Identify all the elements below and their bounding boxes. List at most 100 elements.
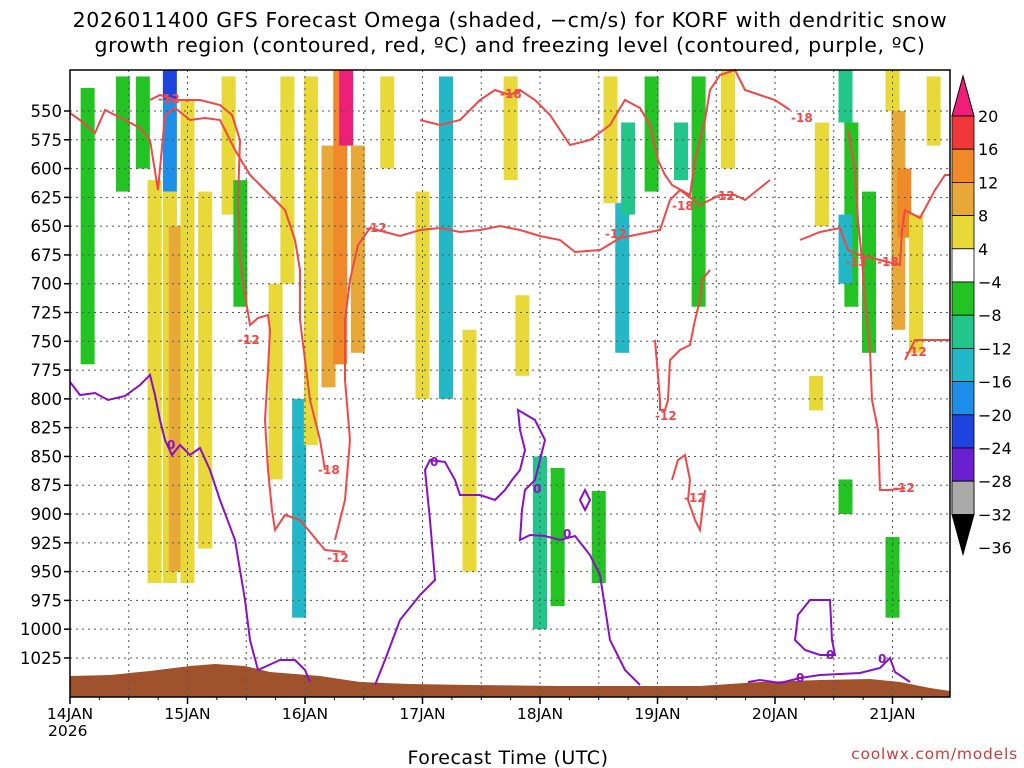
omega-shade-2 <box>135 76 150 169</box>
y-tick-label: 950 <box>31 563 63 582</box>
contour-label: -13 <box>845 255 867 269</box>
colorbar-tick-label: −32 <box>978 505 1012 524</box>
dendritic-contours <box>69 68 950 553</box>
freezing-level-contours <box>69 373 911 686</box>
x-tick-label: 14JAN <box>47 705 93 723</box>
colorbar-tick-label: −24 <box>978 439 1012 458</box>
omega-shade-46 <box>885 537 900 618</box>
contour-label: -18 <box>791 111 813 125</box>
contour-label: -18 <box>318 463 340 477</box>
dendritic-contour-upper <box>69 106 326 471</box>
x-tick-label: 16JAN <box>282 705 328 723</box>
y-tick-label: 775 <box>31 361 63 380</box>
x-tick-label: 17JAN <box>399 705 445 723</box>
colorbar-bin <box>951 447 975 482</box>
contour-label: -18 <box>877 255 899 269</box>
contour-label: 0 <box>878 652 886 666</box>
omega-shade-5 <box>162 99 177 192</box>
contour-label: 0 <box>796 671 804 685</box>
contour-label: -12 <box>713 189 735 203</box>
colorbar-bin <box>951 181 975 216</box>
colorbar-bin <box>951 281 975 316</box>
y-tick-label: 975 <box>31 591 63 610</box>
colorbar-bin <box>951 314 975 349</box>
dendritic-contour-19jan <box>654 269 711 411</box>
y-tick-label: 1000 <box>20 620 62 639</box>
omega-shade-24 <box>503 76 518 181</box>
colorbar-tick-label: 20 <box>978 107 998 126</box>
contour-label: -18 <box>672 199 694 213</box>
omega-shade-33 <box>674 122 688 181</box>
colorbar-tick-label: 8 <box>978 207 988 226</box>
contour-label: -12 <box>365 221 387 235</box>
x-tick-label: 19JAN <box>634 705 680 723</box>
contour-label: -12 <box>655 409 677 423</box>
omega-shade-4 <box>162 70 177 100</box>
chart-title-line2: growth region (contoured, red, ºC) and f… <box>94 33 925 57</box>
omega-shade-34 <box>691 76 706 307</box>
y-tick-label: 825 <box>31 419 63 438</box>
dendritic-contour-20jan-a <box>671 453 706 534</box>
colorbar-bin <box>951 480 975 515</box>
dendritic-contour-mid <box>334 179 771 541</box>
contour-label: 0 <box>563 527 571 541</box>
omega-shade-37 <box>838 70 853 123</box>
contour-label: -12 <box>684 491 706 505</box>
omega-shade-0 <box>80 87 95 365</box>
x-tick-label: 21JAN <box>869 705 915 723</box>
contour-label: 0 <box>826 648 834 662</box>
contour-label: 0 <box>533 482 541 496</box>
omega-shade-35 <box>721 70 735 169</box>
x-tick-label: 18JAN <box>517 705 563 723</box>
omega-shade-1 <box>115 76 130 192</box>
colorbar-tick-label: −12 <box>978 339 1012 358</box>
omega-shade-25 <box>515 295 530 376</box>
y-tick-label: 750 <box>31 332 63 351</box>
grid-lines <box>70 70 950 697</box>
y-tick-label: 925 <box>31 534 63 553</box>
dendritic-contour-21jan-b <box>904 339 950 361</box>
dendritic-contour-loop <box>149 93 346 553</box>
omega-shade-21 <box>415 191 430 399</box>
y-tick-label: 550 <box>31 102 63 121</box>
colorbar-bin <box>951 115 975 150</box>
year-label: 2026 <box>48 722 87 740</box>
y-tick-label: 1025 <box>20 649 62 668</box>
omega-shade-16 <box>321 145 336 388</box>
y-tick-label: 675 <box>31 246 63 265</box>
omega-shade-43 <box>897 168 912 238</box>
y-tick-label: 700 <box>31 275 63 294</box>
dendritic-contour-right <box>799 174 950 267</box>
omega-shading <box>80 70 941 630</box>
dendritic-contour-21jan-a <box>847 129 906 491</box>
freezing-contour-21jan <box>747 656 911 685</box>
freezing-contour-diamond <box>578 487 592 513</box>
colorbar-tick-label: −20 <box>978 406 1012 425</box>
colorbar-tick-label: −16 <box>978 373 1012 392</box>
omega-shade-18 <box>339 70 354 146</box>
colorbar-tick-label: 4 <box>978 240 988 259</box>
terrain-fill <box>70 664 950 697</box>
colorbar-tick-label: −36 <box>978 539 1012 558</box>
omega-shade-15 <box>303 76 318 445</box>
colorbar-bin <box>951 215 975 250</box>
dendritic-contour-top <box>419 68 791 197</box>
colorbar-bin <box>951 414 975 449</box>
y-tick-label: 875 <box>31 476 63 495</box>
y-tick-label: 725 <box>31 304 63 323</box>
y-axis-ticks: 550 575 600 625 650 675 700 725 750 775 800 825 850 8… <box>20 102 70 668</box>
colorbar-tick-label: −28 <box>978 472 1012 491</box>
omega-shade-45 <box>926 76 941 146</box>
omega-shade-28 <box>591 490 606 584</box>
colorbar: 20 16 12 8 4 −4 −8 −12 −16 −20 −24 −28 −32 −36 <box>951 74 1012 558</box>
omega-shade-36 <box>815 122 829 227</box>
colorbar-tick-label: 12 <box>978 173 998 192</box>
colorbar-bin <box>951 148 975 183</box>
y-tick-label: 650 <box>31 217 63 236</box>
omega-shade-12 <box>268 283 283 480</box>
omega-shade-40 <box>862 191 876 353</box>
freezing-contour-main <box>69 373 311 683</box>
omega-shade-13 <box>280 76 295 284</box>
contour-labels: -12 -18 -12 -12 -18 -12 -18 -12 -12 -18 … <box>158 87 927 685</box>
